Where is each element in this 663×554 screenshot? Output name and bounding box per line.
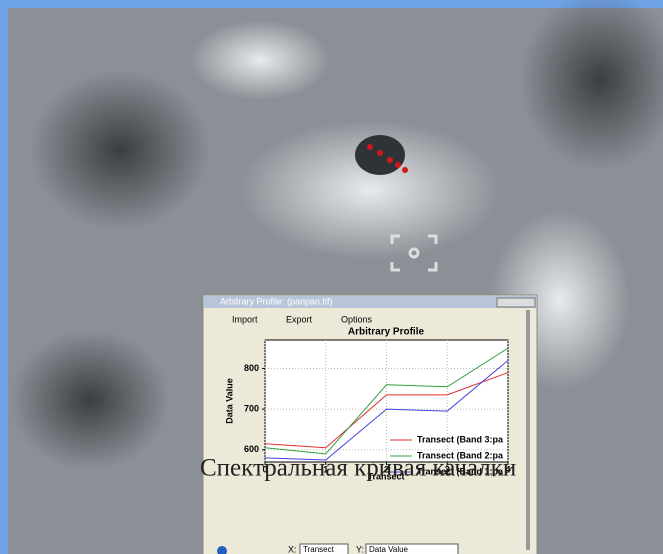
window-buttons[interactable] xyxy=(497,298,535,307)
y-control-label: Y: xyxy=(356,544,364,554)
y-axis-label: Data Value xyxy=(224,378,234,424)
screen: Arbitrary Profile: (panpan.tif) Import E… xyxy=(0,0,663,554)
toolbar-item[interactable]: Options xyxy=(341,314,373,324)
page: Arbitrary Profile: (panpan.tif) Import E… xyxy=(0,0,663,554)
y-tick-label: 800 xyxy=(244,363,259,373)
window-title: Arbitrary Profile: (panpan.tif) xyxy=(220,296,333,306)
image-bright xyxy=(190,20,330,100)
scrollbar[interactable] xyxy=(526,310,530,550)
y-tick-label: 700 xyxy=(244,404,259,414)
caption: Спектральная кривая качалки xyxy=(200,455,516,482)
image-shade xyxy=(10,330,170,470)
x-select-value[interactable]: Transect xyxy=(303,545,335,554)
y-tick-label: 600 xyxy=(244,444,259,454)
window-controls[interactable] xyxy=(497,298,535,307)
profile-window: Arbitrary Profile: (panpan.tif) Import E… xyxy=(203,295,537,554)
legend-label: Transect (Band 3:pa xyxy=(417,434,504,444)
chart-title: Arbitrary Profile xyxy=(348,327,425,338)
x-control-label: X: xyxy=(288,544,297,554)
toolbar-item[interactable]: Export xyxy=(286,314,313,324)
toolbar-item[interactable]: Import xyxy=(232,314,258,324)
y-select-value[interactable]: Data Value xyxy=(369,545,409,554)
image-shade xyxy=(30,70,210,230)
